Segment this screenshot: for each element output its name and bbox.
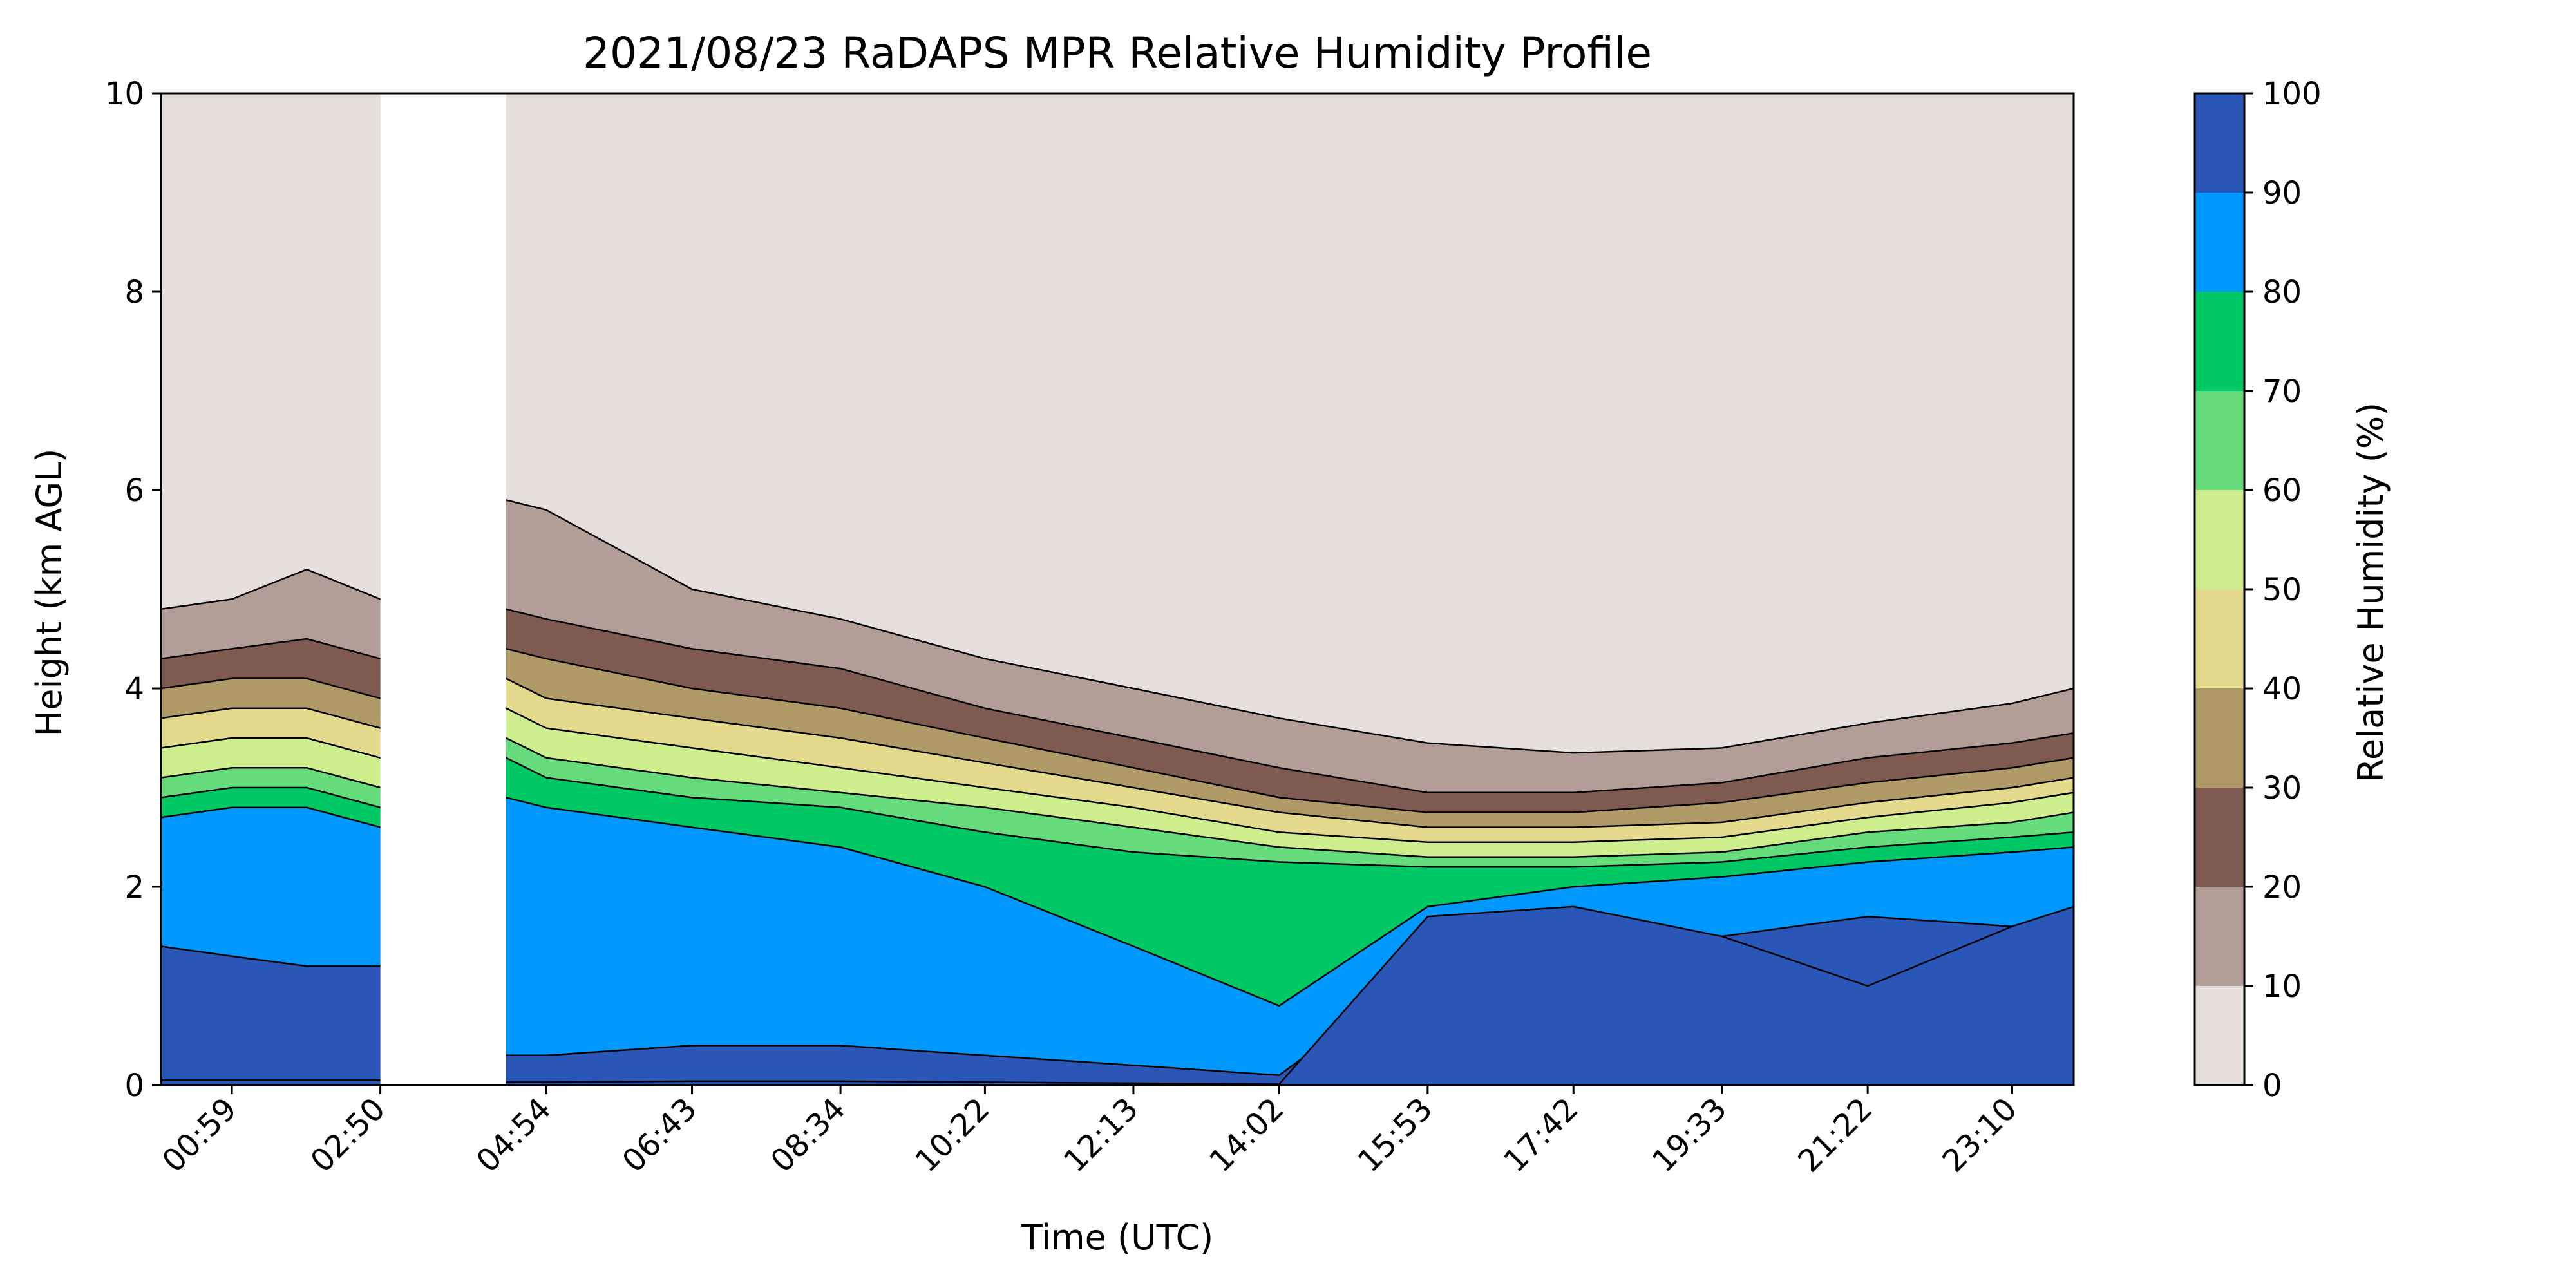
colorbar-tick-label: 70 xyxy=(2262,374,2302,410)
y-tick-label: 8 xyxy=(124,274,144,310)
x-tick-label: 21:22 xyxy=(1791,1091,1879,1179)
colorbar-level-0-10 xyxy=(2195,986,2244,1085)
colorbar-level-20-30 xyxy=(2195,788,2244,887)
plot-frame xyxy=(160,92,2075,1086)
colorbar-tick-label: 60 xyxy=(2262,473,2302,509)
data-gap xyxy=(380,93,506,1085)
x-axis-label: Time (UTC) xyxy=(1021,1217,1214,1258)
colorbar-level-40-50 xyxy=(2195,589,2244,688)
y-tick-label: 2 xyxy=(124,869,144,905)
x-tick-label: 04:54 xyxy=(469,1091,558,1179)
y-tick-label: 0 xyxy=(124,1068,144,1104)
colorbar-tick-label: 50 xyxy=(2262,572,2302,608)
y-tick-label: 4 xyxy=(124,671,144,707)
x-tick-label: 23:10 xyxy=(1936,1091,2024,1179)
x-tick-label: 17:42 xyxy=(1497,1091,1585,1179)
colorbar-level-90-100 xyxy=(2195,93,2244,193)
x-tick-label: 19:33 xyxy=(1645,1091,1734,1179)
x-tick-label: 06:43 xyxy=(616,1091,704,1179)
colorbar-level-10-20 xyxy=(2195,887,2244,986)
colorbar-tick-label: 80 xyxy=(2262,274,2302,310)
y-tick-label: 6 xyxy=(124,473,144,509)
x-tick-label: 15:53 xyxy=(1351,1091,1439,1179)
plot-area xyxy=(160,92,2075,1086)
colorbar-tick-label: 30 xyxy=(2262,770,2302,806)
x-tick-label: 10:22 xyxy=(908,1091,996,1179)
colorbar-label: Relative Humidity (%) xyxy=(2351,402,2391,782)
y-axis-label: Height (km AGL) xyxy=(29,449,70,737)
chart-title: 2021/08/23 RaDAPS MPR Relative Humidity … xyxy=(583,28,1652,78)
colorbar-level-60-70 xyxy=(2195,391,2244,490)
colorbar-level-80-90 xyxy=(2195,193,2244,292)
contour-band-100-10 xyxy=(161,905,2074,1085)
y-tick-label: 10 xyxy=(105,76,144,112)
x-tick-label: 12:13 xyxy=(1057,1091,1145,1179)
colorbar-tick-label: 20 xyxy=(2262,869,2302,905)
colorbar-tick-label: 100 xyxy=(2262,76,2322,112)
x-tick-label: 14:02 xyxy=(1202,1091,1291,1179)
colorbar-tick-label: 40 xyxy=(2262,671,2302,707)
x-tick-label: 02:50 xyxy=(304,1091,392,1179)
colorbar-tick-label: 90 xyxy=(2262,175,2302,211)
y-axis: 0 2 4 6 8 10 xyxy=(105,76,161,1104)
x-tick-label: 08:34 xyxy=(764,1091,852,1179)
colorbar: 0 10 20 30 40 50 60 70 80 90 100 xyxy=(2193,76,2322,1104)
colorbar-level-70-80 xyxy=(2195,292,2244,391)
colorbar-level-30-40 xyxy=(2195,688,2244,788)
colorbar-tick-label: 0 xyxy=(2262,1068,2282,1104)
x-tick-label: 00:59 xyxy=(155,1091,243,1179)
contour-fill-group xyxy=(161,93,2074,1085)
colorbar-level-50-60 xyxy=(2195,490,2244,589)
colorbar-tick-label: 10 xyxy=(2262,969,2302,1005)
x-axis: 00:59 02:50 04:54 06:43 08:34 10:22 12:13 14:02… xyxy=(155,1085,2024,1179)
